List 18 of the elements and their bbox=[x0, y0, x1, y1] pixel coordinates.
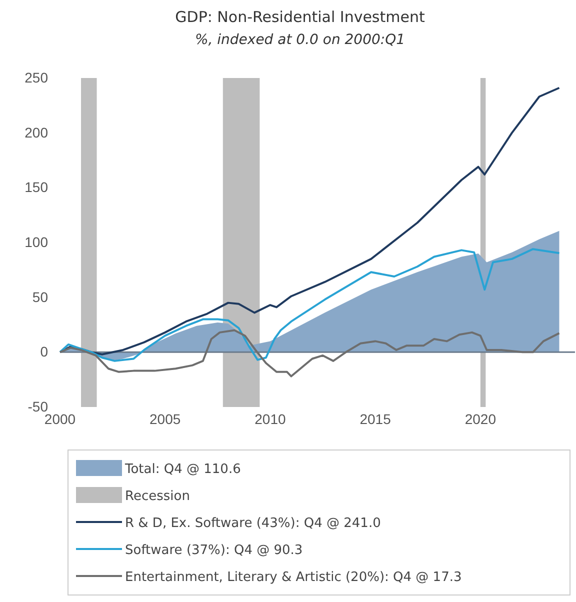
legend-label: Software (37%): Q4 @ 90.3 bbox=[125, 543, 303, 558]
y-tick-label: 150 bbox=[24, 179, 48, 196]
legend-label: Recession bbox=[125, 489, 190, 504]
y-tick-label: 0 bbox=[40, 344, 48, 360]
y-tick-label: 250 bbox=[24, 69, 48, 86]
x-tick-label: 2005 bbox=[150, 410, 181, 427]
y-tick-label: 50 bbox=[32, 288, 48, 305]
y-tick-label: 100 bbox=[24, 234, 48, 250]
chart-title: GDP: Non-Residential Investment bbox=[175, 8, 425, 26]
x-tick-label: 2020 bbox=[464, 410, 496, 427]
x-tick-label: 2015 bbox=[360, 410, 392, 427]
y-tick-label: 200 bbox=[24, 124, 48, 140]
legend-label: Total: Q4 @ 110.6 bbox=[124, 462, 241, 477]
x-tick-label: 2010 bbox=[254, 410, 286, 427]
line-series bbox=[59, 329, 560, 378]
legend-label: Entertainment, Literary & Artistic (20%): Q4 @ 17.3 bbox=[125, 570, 462, 585]
legend-label: R & D, Ex. Software (43%): Q4 @ 241.0 bbox=[125, 516, 381, 531]
chart-subtitle: %, indexed at 0.0 on 2000:Q1 bbox=[194, 32, 406, 48]
